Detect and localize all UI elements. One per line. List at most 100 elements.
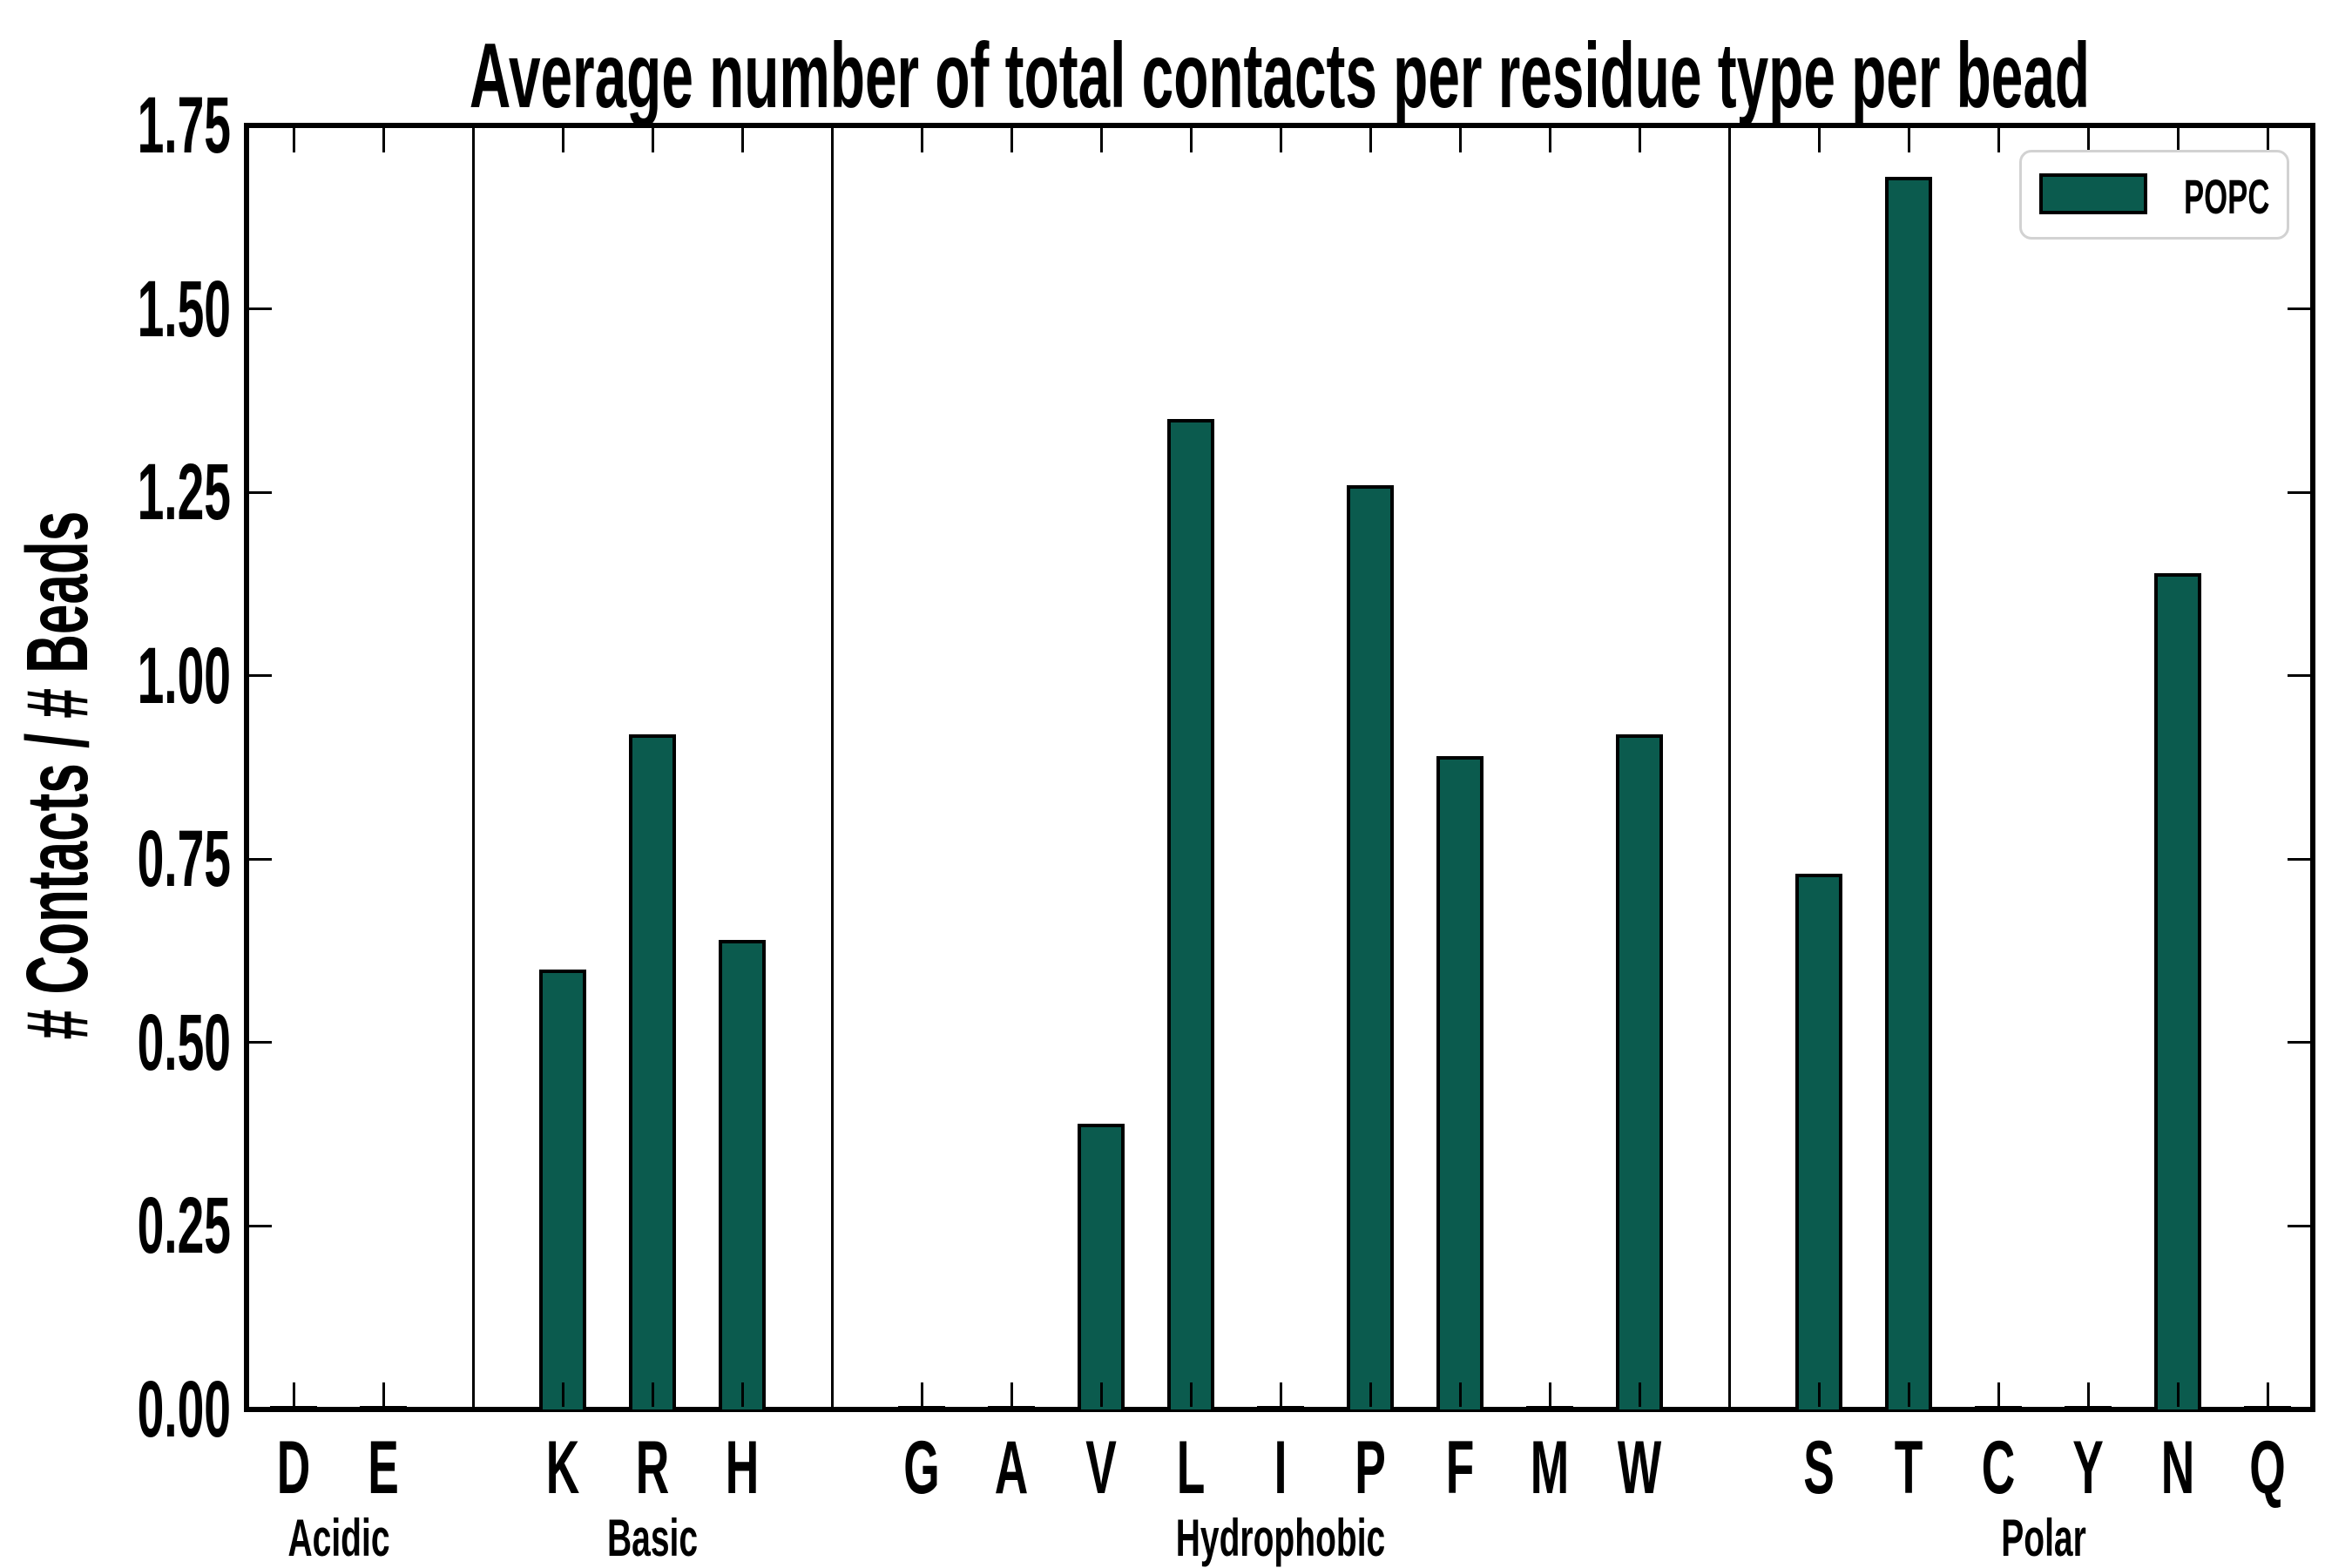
x-tick-label-W: W (1617, 1426, 1662, 1510)
bar-Y (2065, 1405, 2112, 1409)
x-tick-top-W (1638, 128, 1641, 152)
y-axis-title: # Contacts / # Beads (9, 510, 106, 1040)
x-tick-label-L: L (1176, 1426, 1206, 1510)
x-tick-top-K (561, 128, 564, 152)
y-tick-1.50 (249, 308, 272, 311)
x-tick-H (740, 1382, 744, 1407)
y-tick-label-1.75: 1.75 (137, 81, 231, 170)
x-tick-label-Y: Y (2072, 1426, 2104, 1510)
x-tick-top-G (920, 128, 923, 152)
x-tick-L (1189, 1382, 1193, 1407)
x-tick-top-H (740, 128, 744, 152)
bar-G (898, 1405, 945, 1409)
bar-K (539, 969, 586, 1409)
x-tick-label-E: E (368, 1426, 399, 1510)
x-tick-top-L (1189, 128, 1193, 152)
y-tick-0.00 (249, 1408, 272, 1411)
x-tick-label-C: C (1981, 1426, 2016, 1510)
bar-N (2154, 572, 2201, 1409)
y-tick-right-1.00 (2288, 674, 2310, 678)
x-axis-spine (244, 1407, 2315, 1412)
bar-A (988, 1405, 1035, 1409)
x-tick-S (1817, 1382, 1821, 1407)
y-tick-1.25 (249, 490, 272, 494)
x-tick-label-I: I (1274, 1426, 1288, 1510)
y-tick-1.00 (249, 674, 272, 678)
group-divider (471, 125, 475, 1409)
x-tick-label-G: G (903, 1426, 940, 1510)
x-tick-top-M (1548, 128, 1551, 152)
legend-label: POPC (2184, 168, 2270, 224)
x-tick-label-D: D (276, 1426, 311, 1510)
bar-V (1078, 1123, 1125, 1409)
y-tick-right-0.75 (2288, 857, 2310, 861)
x-tick-label-S: S (1803, 1426, 1835, 1510)
y-tick-label-0.25: 0.25 (137, 1181, 231, 1271)
x-tick-W (1638, 1382, 1641, 1407)
bar-W (1616, 734, 1663, 1409)
y-tick-1.75 (249, 124, 272, 127)
x-tick-label-M: M (1530, 1426, 1570, 1510)
y-tick-0.50 (249, 1041, 272, 1044)
x-tick-R (651, 1382, 654, 1407)
x-tick-label-T: T (1894, 1426, 1923, 1510)
bar-S (1795, 874, 1842, 1409)
x-tick-N (2176, 1382, 2180, 1407)
x-tick-label-R: R (635, 1426, 670, 1510)
x-tick-top-R (651, 128, 654, 152)
bar-F (1436, 756, 1484, 1409)
x-tick-E (382, 1382, 385, 1407)
group-label-polar: Polar (2000, 1509, 2086, 1567)
x-tick-label-K: K (545, 1426, 580, 1510)
x-tick-top-T (1907, 128, 1910, 152)
legend-swatch-popc (2039, 173, 2147, 214)
x-tick-T (1907, 1382, 1910, 1407)
x-tick-label-H: H (725, 1426, 760, 1510)
x-tick-Y (2086, 1382, 2090, 1407)
y-tick-right-0.25 (2288, 1224, 2310, 1227)
y-tick-right-0.00 (2288, 1408, 2310, 1411)
bar-H (719, 939, 766, 1409)
group-divider (1727, 125, 1731, 1409)
x-tick-top-P (1369, 128, 1372, 152)
x-tick-C (1997, 1382, 2000, 1407)
x-tick-K (561, 1382, 564, 1407)
x-tick-top-Q (2266, 128, 2269, 152)
y-axis-spine (244, 123, 249, 1412)
bar-I (1257, 1405, 1304, 1409)
bar-T (1885, 176, 1932, 1409)
legend: POPC (2019, 150, 2289, 240)
x-tick-top-F (1458, 128, 1462, 152)
x-tick-M (1548, 1382, 1551, 1407)
y-tick-right-0.50 (2288, 1041, 2310, 1044)
y-tick-0.75 (249, 857, 272, 861)
group-label-acidic: Acidic (287, 1509, 390, 1567)
y-tick-label-1.50: 1.50 (137, 264, 231, 354)
x-tick-A (1010, 1382, 1013, 1407)
y-tick-label-0.00: 0.00 (137, 1365, 231, 1454)
bar-Q (2244, 1405, 2291, 1409)
bar-D (270, 1405, 317, 1409)
y-tick-right-1.75 (2288, 124, 2310, 127)
y-tick-label-1.25: 1.25 (137, 448, 231, 537)
x-tick-label-V: V (1085, 1426, 1117, 1510)
bar-E (360, 1405, 407, 1409)
bar-R (629, 734, 676, 1409)
y-tick-label-0.50: 0.50 (137, 997, 231, 1087)
group-label-basic: Basic (606, 1509, 699, 1567)
bar-P (1347, 484, 1394, 1409)
x-tick-label-P: P (1355, 1426, 1386, 1510)
bar-M (1526, 1405, 1573, 1409)
top-spine (244, 123, 2315, 128)
bar-L (1167, 418, 1214, 1409)
x-tick-Q (2266, 1382, 2269, 1407)
y-tick-label-1.00: 1.00 (137, 631, 231, 720)
group-divider (830, 125, 834, 1409)
x-tick-D (292, 1382, 295, 1407)
x-tick-top-D (292, 128, 295, 152)
y-tick-0.25 (249, 1224, 272, 1227)
x-tick-F (1458, 1382, 1462, 1407)
group-label-hydrophobic: Hydrophobic (1175, 1509, 1386, 1567)
x-tick-top-I (1279, 128, 1282, 152)
